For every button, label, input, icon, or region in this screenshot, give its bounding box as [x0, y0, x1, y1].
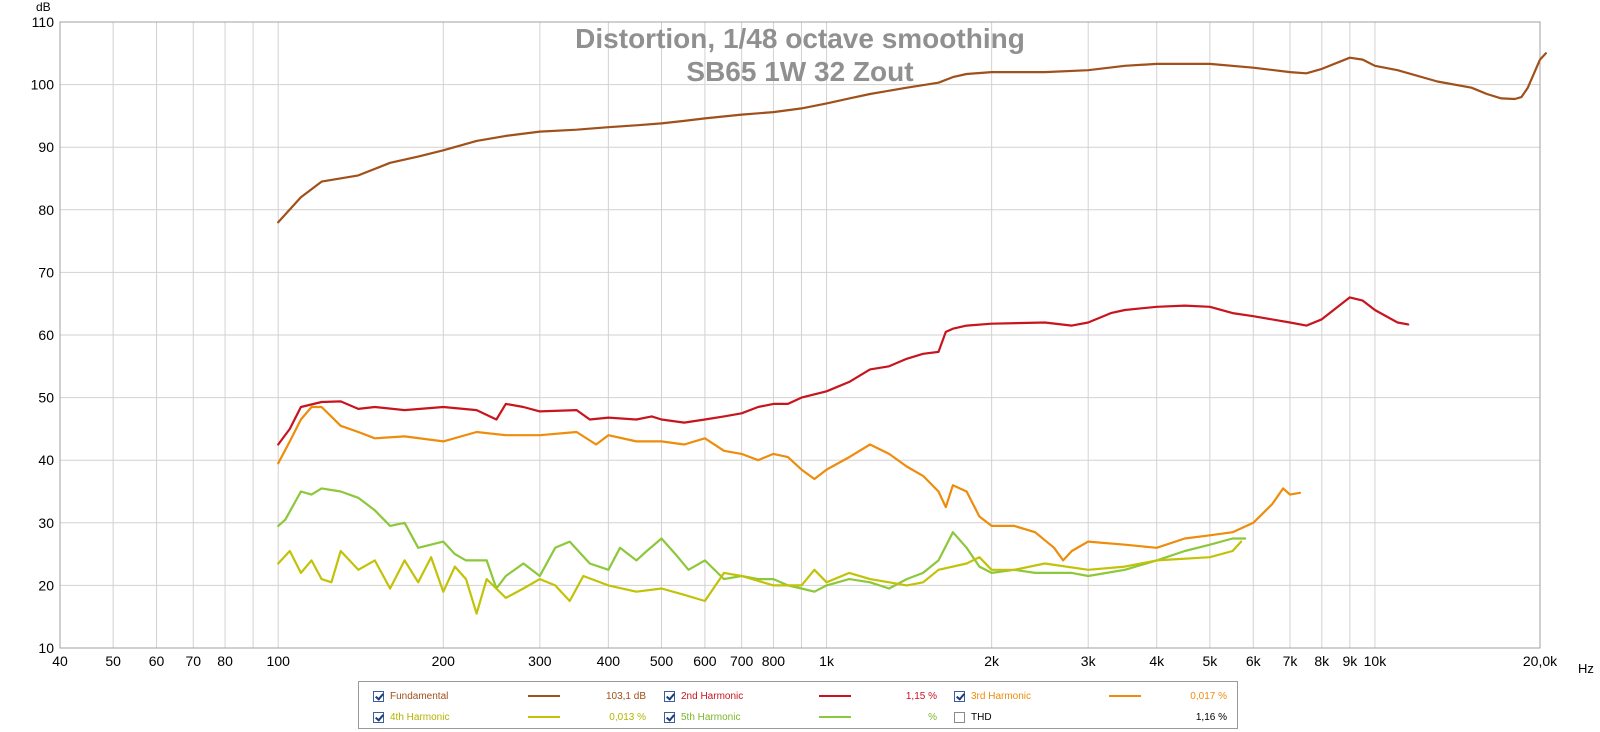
legend-value: 1,16 %	[1195, 711, 1227, 723]
x-tick-label: 70	[185, 653, 201, 669]
x-tick-label: 50	[105, 653, 121, 669]
legend-value: 1,15 %	[905, 690, 937, 702]
plot-frame	[59, 21, 1541, 649]
fundamental-checkbox[interactable]	[373, 690, 384, 702]
legend-label: 2nd Harmonic	[681, 690, 744, 702]
legend-value: 0,017 %	[1190, 690, 1227, 702]
legend-item-3rd-harmonic[interactable]: 3rd Harmonic 0,017 %	[954, 686, 1227, 706]
legend-label: THD	[971, 711, 992, 723]
3rd-harmonic-checkbox[interactable]	[954, 690, 965, 702]
legend-label: 4th Harmonic	[390, 711, 450, 723]
legend-swatch	[819, 695, 851, 697]
legend-label: 3rd Harmonic	[971, 690, 1032, 702]
chart-subtitle: SB65 1W 32 Zout	[686, 56, 913, 87]
series-5th-harmonic	[277, 487, 1247, 593]
distortion-chart: 10 20 30 40 50 60 70 80 90 100 110 40 50 60 70 80 100 20…	[31, 0, 1594, 676]
legend-item-5th-harmonic[interactable]: 5th Harmonic %	[664, 707, 937, 727]
x-tick-label: 500	[650, 653, 674, 669]
x-tick-label: 700	[730, 653, 754, 669]
legend-item-fundamental[interactable]: Fundamental 103,1 dB	[373, 686, 646, 706]
legend-swatch	[528, 695, 560, 697]
y-tick-label: 20	[38, 577, 54, 593]
legend-swatch	[528, 716, 560, 718]
x-axis-label: Hz	[1578, 661, 1594, 676]
x-tick-label: 5k	[1202, 653, 1218, 669]
legend-item-4th-harmonic[interactable]: 4th Harmonic 0,013 %	[373, 707, 646, 727]
y-tick-label: 10	[38, 640, 54, 656]
x-tick-label: 600	[693, 653, 717, 669]
series-4th-harmonic	[277, 540, 1243, 615]
legend: Fundamental 103,1 dB 2nd Harmonic 1,15 %…	[358, 681, 1238, 729]
y-tick-label: 100	[31, 77, 55, 93]
legend-item-thd[interactable]: THD 1,16 %	[954, 707, 1227, 727]
legend-label: 5th Harmonic	[681, 711, 741, 723]
y-tick-label: 70	[38, 264, 54, 280]
x-tick-label: 60	[149, 653, 165, 669]
x-tick-label: 800	[762, 653, 786, 669]
y-tick-label: 110	[32, 14, 55, 30]
legend-label: Fundamental	[390, 690, 449, 702]
y-tick-label: 50	[38, 390, 54, 406]
grid	[59, 21, 1541, 649]
x-tick-labels: 40 50 60 70 80 100 200 300 400 500 600 700 800 1k 2k 3k…	[52, 653, 1558, 669]
x-tick-label: 2k	[984, 653, 1000, 669]
series-fundamental	[277, 52, 1547, 224]
x-tick-label: 20,0k	[1523, 653, 1558, 669]
legend-swatch	[1109, 695, 1141, 697]
y-tick-label: 30	[38, 515, 54, 531]
x-tick-label: 400	[597, 653, 621, 669]
x-tick-label: 7k	[1283, 653, 1299, 669]
y-axis-label: dB	[36, 0, 51, 14]
x-tick-label: 1k	[819, 653, 835, 669]
chart-title: Distortion, 1/48 octave smoothing	[575, 23, 1025, 54]
legend-swatch	[1109, 716, 1141, 718]
legend-value: 0,013 %	[609, 711, 646, 723]
legend-item-2nd-harmonic[interactable]: 2nd Harmonic 1,15 %	[664, 686, 937, 706]
x-tick-label: 6k	[1246, 653, 1262, 669]
5th-harmonic-checkbox[interactable]	[664, 711, 675, 723]
legend-swatch	[819, 716, 851, 718]
x-tick-label: 3k	[1081, 653, 1097, 669]
x-tick-label: 9k	[1342, 653, 1358, 669]
series-2nd-harmonic	[277, 296, 1410, 446]
y-tick-label: 60	[38, 327, 54, 343]
y-tick-label: 80	[38, 202, 54, 218]
x-tick-label: 8k	[1314, 653, 1330, 669]
x-tick-label: 80	[217, 653, 233, 669]
legend-value: 103,1 dB	[605, 690, 646, 702]
legend-value: %	[928, 711, 937, 723]
x-tick-label: 300	[528, 653, 552, 669]
x-tick-label: 200	[432, 653, 456, 669]
x-tick-label: 10k	[1364, 653, 1388, 669]
series-3rd-harmonic	[277, 405, 1302, 562]
y-tick-label: 40	[38, 452, 54, 468]
y-tick-labels: 10 20 30 40 50 60 70 80 90 100 110	[31, 14, 55, 656]
series-lines	[277, 52, 1547, 615]
x-tick-label: 4k	[1149, 653, 1165, 669]
4th-harmonic-checkbox[interactable]	[373, 711, 384, 723]
2nd-harmonic-checkbox[interactable]	[664, 690, 675, 702]
x-tick-label: 40	[52, 653, 68, 669]
y-tick-label: 90	[38, 139, 54, 155]
thd-checkbox[interactable]	[954, 711, 965, 723]
x-tick-label: 100	[267, 653, 291, 669]
